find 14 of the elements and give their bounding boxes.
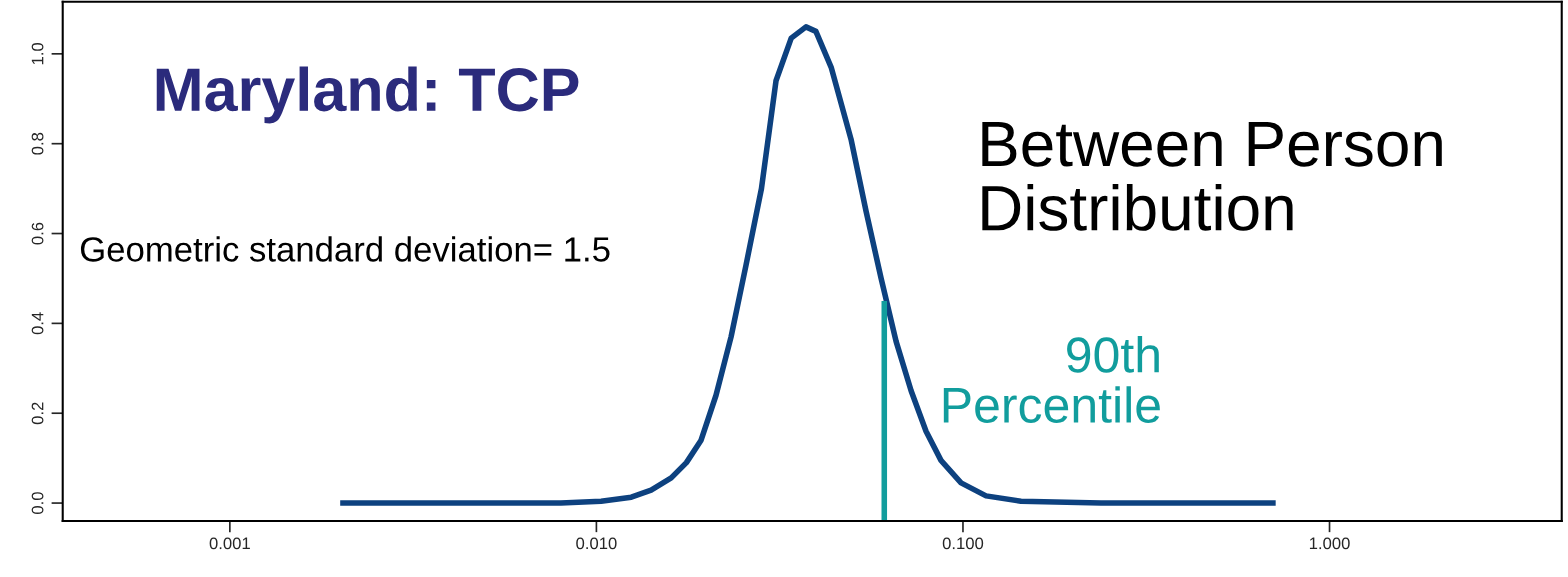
x-tick-label: 0.010 [576, 537, 617, 550]
y-tick-label: 0.2 [31, 402, 44, 425]
annotation: Between Person Distribution [982, 122, 1442, 231]
x-tick-label: 0.100 [942, 537, 984, 550]
annotation: Geometric standard deviation= 1.5 [80, 236, 610, 262]
y-tick-label: 0.6 [31, 222, 44, 245]
x-tick-label: 0.001 [209, 537, 250, 550]
y-tick-label: 0.4 [31, 312, 44, 335]
y-tick-label: 0.8 [31, 132, 44, 155]
y-tick-label: 0.0 [31, 492, 44, 514]
annotation: 90th Percentile [943, 336, 1160, 423]
y-tick-label: 1.0 [31, 42, 44, 65]
text: Maryland: TCP [156, 66, 579, 124]
x-tick-label: 1.000 [1309, 537, 1350, 550]
